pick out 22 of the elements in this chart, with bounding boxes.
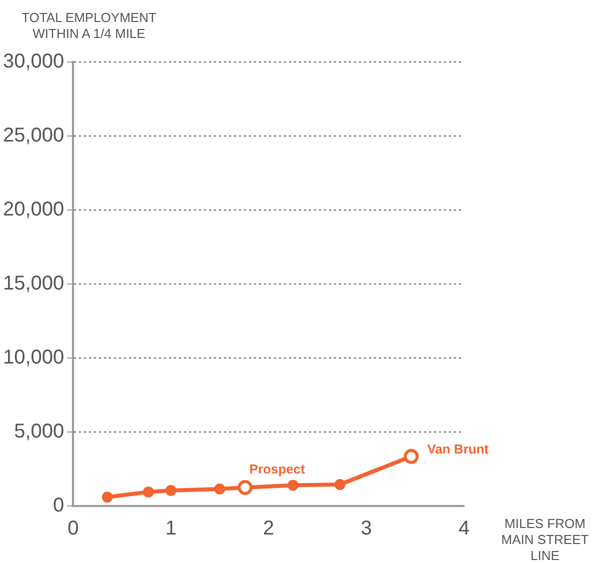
y-tick-label: 0 xyxy=(53,494,64,517)
annotation: Prospect xyxy=(249,462,306,476)
point xyxy=(288,480,299,491)
point xyxy=(102,492,113,503)
x-tick-label: 3 xyxy=(360,518,372,540)
annotation: Van Brunt xyxy=(427,441,490,456)
y-axis-title: TOTAL EMPLOYMENT WITHIN A 1/4 MILE xyxy=(20,10,158,42)
y-tick-label: 25,000 xyxy=(3,124,64,147)
y-tick-label: 15,000 xyxy=(3,272,64,295)
x-tick-label: 1 xyxy=(165,518,176,540)
y-tick-label: 10,000 xyxy=(3,346,64,369)
y-tick-label: 5,000 xyxy=(14,420,64,443)
point xyxy=(165,484,176,496)
x-tick-label: 2 xyxy=(263,518,274,540)
x-tick-label: 0 xyxy=(68,518,79,540)
point xyxy=(214,483,226,494)
point xyxy=(142,486,154,498)
y-tick-label: 20,000 xyxy=(3,198,64,221)
x-axis-title: MILES FROM MAIN STREET LINE xyxy=(500,516,590,564)
x-tick-label: 4 xyxy=(458,518,470,540)
y-tick-label: 30,000 xyxy=(3,50,64,73)
point xyxy=(334,479,346,490)
